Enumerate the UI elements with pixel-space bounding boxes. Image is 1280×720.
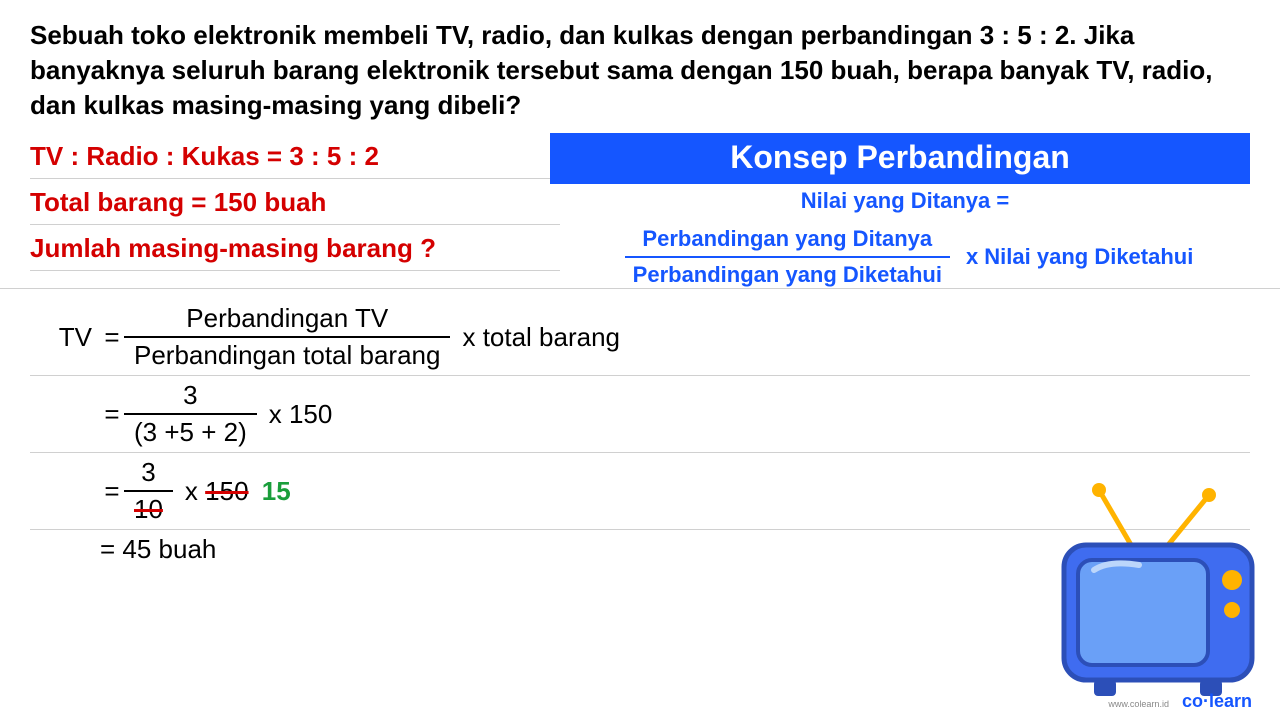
concept-column: Konsep Perbandingan Nilai yang Ditanya =… — [560, 133, 1250, 288]
given-column: TV : Radio : Kukas = 3 : 5 : 2 Total bar… — [30, 133, 560, 288]
given-ask: Jumlah masing-masing barang ? — [30, 225, 560, 271]
step1-den: Perbandingan total barang — [124, 338, 450, 371]
concept-header: Konsep Perbandingan — [550, 133, 1250, 184]
step2-num: 3 — [124, 380, 257, 415]
tv-illustration — [1054, 480, 1264, 710]
step3-num: 3 — [124, 457, 173, 492]
equals-sign: = — [100, 476, 124, 507]
calc-lhs: TV — [30, 322, 100, 353]
given-total: Total barang = 150 buah — [30, 179, 560, 225]
step1-num: Perbandingan TV — [124, 303, 450, 338]
logo-url: www.colearn.id — [1108, 699, 1169, 709]
step3-tail-green: 15 — [256, 476, 291, 506]
concept-formula-tail: x Nilai yang Diketahui — [958, 244, 1193, 270]
calc-step-2: = 3 (3 +5 + 2) x 150 — [30, 376, 1250, 453]
result-text: = 45 buah — [100, 534, 216, 565]
given-ratio: TV : Radio : Kukas = 3 : 5 : 2 — [30, 133, 560, 179]
concept-formula-den: Perbandingan yang Diketahui — [625, 258, 950, 288]
content-row: TV : Radio : Kukas = 3 : 5 : 2 Total bar… — [0, 133, 1280, 288]
step2-den: (3 +5 + 2) — [124, 415, 257, 448]
step2-tail: x 150 — [257, 399, 333, 430]
step3-tail-strike: 150 — [205, 476, 248, 506]
step1-tail: x total barang — [450, 322, 620, 353]
concept-formula: Perbandingan yang Ditanya Perbandingan y… — [560, 214, 1250, 288]
concept-formula-num: Perbandingan yang Ditanya — [625, 226, 950, 258]
question-text: Sebuah toko elektronik membeli TV, radio… — [0, 0, 1280, 133]
equals-sign: = — [100, 322, 124, 353]
logo-main: co·learn — [1182, 691, 1252, 711]
equals-sign: = — [100, 399, 124, 430]
calc-step-1: TV = Perbandingan TV Perbandingan total … — [30, 299, 1250, 376]
logo: www.colearn.id co·learn — [1108, 691, 1252, 712]
concept-sub: Nilai yang Ditanya = — [560, 184, 1250, 214]
step3-den-strike: 10 — [134, 494, 163, 524]
step3-tail-x: x — [185, 476, 198, 506]
